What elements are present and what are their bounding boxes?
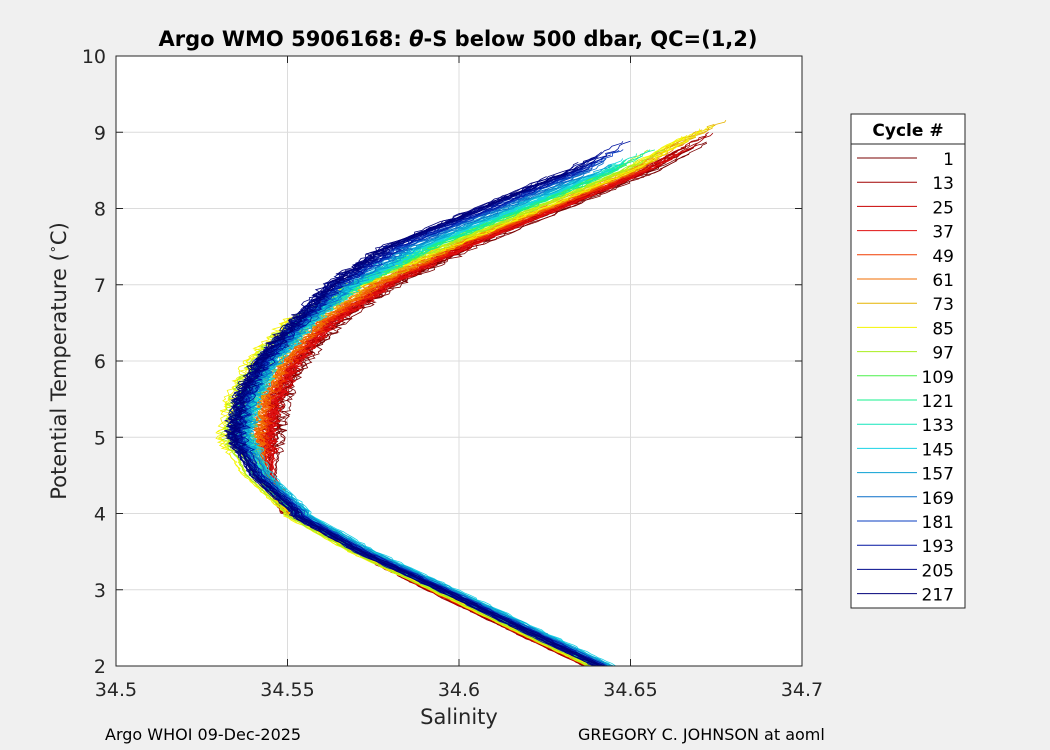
legend-label: 85 xyxy=(932,319,954,339)
legend-label: 217 xyxy=(922,586,954,606)
profile-line xyxy=(241,164,612,667)
legend-label: 157 xyxy=(922,465,954,485)
x-tick-label: 34.65 xyxy=(603,679,657,701)
x-tick-label: 34.7 xyxy=(781,679,823,701)
legend-label: 133 xyxy=(922,416,954,436)
y-tick-label: 3 xyxy=(94,580,106,602)
legend-label: 73 xyxy=(932,295,954,315)
y-axis-label-part-2: C) xyxy=(47,222,71,245)
y-tick-label: 9 xyxy=(94,122,106,144)
y-axis-label-part-1: Potential Temperature ( xyxy=(47,253,71,500)
legend-entries: 1 13 25 37 49 61 73 85 97 109 121 133 145 157 169 181 19… xyxy=(857,150,954,606)
legend-label: 37 xyxy=(932,223,954,243)
y-tick-label: 2 xyxy=(94,656,106,678)
legend-label: 109 xyxy=(922,368,954,388)
profile-line xyxy=(246,165,618,667)
chart-title-theta: θ xyxy=(409,27,423,51)
profile-line xyxy=(224,161,598,667)
profiles xyxy=(215,119,727,667)
legend-label: 193 xyxy=(922,537,954,557)
y-tick-label: 6 xyxy=(94,351,106,373)
legend-label: 97 xyxy=(932,344,954,364)
y-tick-label: 5 xyxy=(94,427,106,449)
legend-label: 61 xyxy=(932,271,954,291)
y-tick-label: 7 xyxy=(94,275,106,297)
legend-title: Cycle # xyxy=(872,121,943,141)
profile-line xyxy=(236,154,612,667)
legend-label: 1 xyxy=(943,150,954,170)
legend-box xyxy=(850,113,966,609)
legend-label: 49 xyxy=(932,247,954,267)
profile-line xyxy=(239,171,608,667)
chart-title-part-1: Argo WMO 5906168: xyxy=(158,27,409,51)
footer-left: Argo WHOI 09-Dec-2025 xyxy=(105,725,302,744)
x-tick-label: 34.55 xyxy=(260,679,314,701)
legend: Cycle # 1 13 25 37 49 61 73 85 97 109 121 133 145 157… xyxy=(850,113,966,609)
y-tick-label: 8 xyxy=(94,199,106,221)
x-tick-label: 34.6 xyxy=(438,679,480,701)
x-tick-label: 34.5 xyxy=(95,679,137,701)
ticks: 34.5 34.55 34.6 34.65 34.7 2 3 4 5 6 7 8 9 10 xyxy=(82,46,823,701)
y-axis-label: Potential Temperature (∘C) xyxy=(46,222,71,500)
legend-label: 181 xyxy=(922,513,954,533)
footer-right: GREGORY C. JOHNSON at aoml xyxy=(578,725,825,744)
y-tick-label: 4 xyxy=(94,504,106,526)
legend-label: 25 xyxy=(932,198,954,218)
legend-label: 169 xyxy=(922,489,954,509)
profile-line xyxy=(228,178,601,667)
chart-title-part-2: -S below 500 dbar, QC=(1,2) xyxy=(424,27,758,51)
y-axis-label-degree: ∘ xyxy=(46,245,61,253)
chart-title: Argo WMO 5906168: θ-S below 500 dbar, QC… xyxy=(158,27,757,51)
x-axis-label: Salinity xyxy=(420,705,498,729)
legend-label: 205 xyxy=(922,561,954,581)
y-tick-label: 10 xyxy=(82,46,106,68)
legend-label: 13 xyxy=(932,174,954,194)
legend-label: 145 xyxy=(922,440,954,460)
legend-label: 121 xyxy=(922,392,954,412)
